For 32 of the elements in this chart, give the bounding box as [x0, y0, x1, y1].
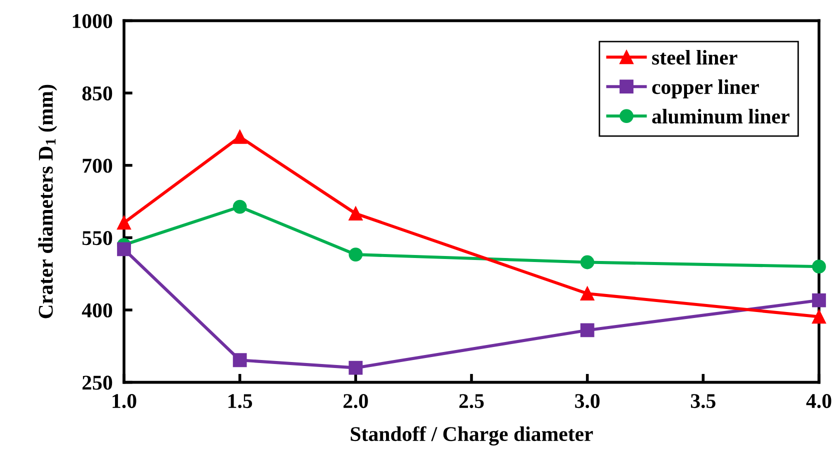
point — [580, 255, 594, 270]
point — [117, 216, 131, 230]
point — [348, 206, 363, 220]
point — [348, 360, 363, 375]
x-tick-label: 1.0 — [112, 394, 136, 408]
legend-label: copper liner — [652, 79, 759, 98]
x-tick-label: 3.5 — [690, 394, 716, 408]
y-tick-label: 1000 — [72, 14, 112, 28]
point — [812, 293, 826, 308]
point — [580, 323, 594, 338]
y-tick-label: 850 — [82, 86, 112, 100]
x-tick-label: 3.0 — [575, 394, 600, 408]
legend-label: aluminum liner — [652, 108, 790, 124]
x-tick-label: 1.5 — [228, 394, 252, 408]
y-tick-label: 700 — [82, 158, 112, 173]
x-tick-label: 2.5 — [459, 394, 484, 408]
y-tick-label: 550 — [82, 231, 112, 246]
point — [232, 353, 247, 368]
y-tick-label: 250 — [82, 376, 112, 390]
point — [812, 310, 826, 324]
point — [812, 260, 826, 274]
x-tick-label: 2.0 — [344, 394, 368, 408]
point — [232, 130, 247, 144]
legend-label: steel liner — [652, 50, 738, 65]
point — [348, 248, 363, 262]
x-axis-title: Standoff / Charge diameter — [350, 426, 593, 446]
y-tick-label: 400 — [82, 303, 112, 318]
point — [117, 242, 131, 256]
x-tick-label: 4.0 — [806, 394, 832, 408]
point — [580, 286, 594, 301]
point — [232, 200, 247, 214]
y-axis-title: Crater diameters D$_{1}$ (mm) — [38, 84, 58, 318]
